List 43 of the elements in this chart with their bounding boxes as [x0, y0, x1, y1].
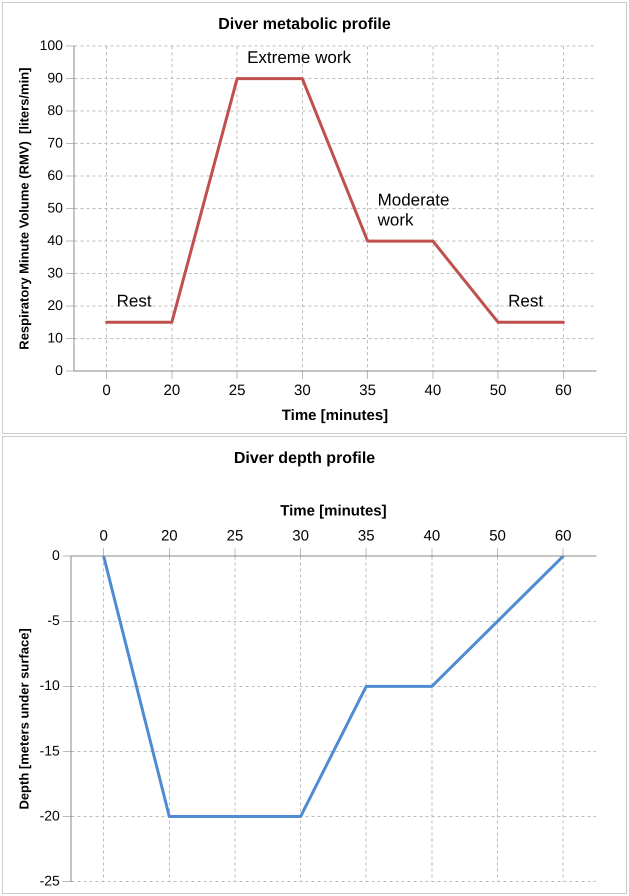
y-tick-label: -5	[47, 612, 60, 628]
x-tick-label: 50	[490, 382, 506, 400]
y-tick-label: 100	[40, 37, 64, 54]
x-tick-label: 30	[294, 382, 311, 400]
x-tick-label: 30	[292, 527, 309, 544]
x-tick-label: 25	[226, 527, 244, 544]
x-tick-label: 60	[554, 527, 572, 544]
x-tick-label: 40	[424, 527, 440, 544]
y-tick-label: 60	[47, 166, 64, 183]
y-tick-label: 50	[47, 199, 64, 216]
y-tick-label: 80	[47, 102, 64, 118]
x-tick-label: 35	[359, 382, 376, 400]
y-tick-label: 90	[47, 70, 64, 86]
y-tick-label: 0	[55, 362, 64, 378]
y-tick-label: 70	[47, 134, 64, 150]
chart-title: Diver depth profile	[234, 450, 376, 468]
annotation: Rest	[508, 291, 544, 310]
x-tick-label: 20	[160, 527, 178, 544]
x-tick-label: 50	[489, 527, 506, 544]
annotation: Moderate work	[376, 190, 450, 230]
y-axis-title: Respiratory Minute Volume (RMV) [liters/min]	[16, 68, 32, 350]
annotation: Rest	[116, 291, 152, 310]
x-tick-label: 0	[99, 527, 108, 544]
y-tick-label: 20	[47, 296, 64, 313]
y-tick-label: -20	[40, 807, 60, 824]
x-tick-label: 0	[102, 382, 111, 400]
y-tick-label: 30	[47, 264, 64, 280]
y-tick-label: -10	[40, 677, 60, 694]
x-tick-label: 60	[555, 382, 572, 400]
y-tick-label: -15	[40, 742, 60, 758]
y-tick-label: 40	[47, 232, 64, 248]
y-tick-label: -25	[40, 872, 60, 888]
y-tick-label: 0	[52, 547, 60, 564]
chart-title: Diver metabolic profile	[218, 16, 391, 34]
x-axis-title: Time [minutes]	[280, 502, 387, 520]
y-axis-title: Depth [meters under surface]	[16, 628, 32, 810]
x-tick-label: 20	[163, 382, 180, 400]
annotation: Extreme work	[247, 48, 352, 67]
x-tick-label: 25	[228, 382, 246, 400]
x-tick-label: 40	[424, 382, 442, 400]
y-tick-label: 10	[47, 329, 64, 346]
x-tick-label: 35	[358, 527, 375, 544]
x-axis-title: Time [minutes]	[282, 407, 388, 424]
